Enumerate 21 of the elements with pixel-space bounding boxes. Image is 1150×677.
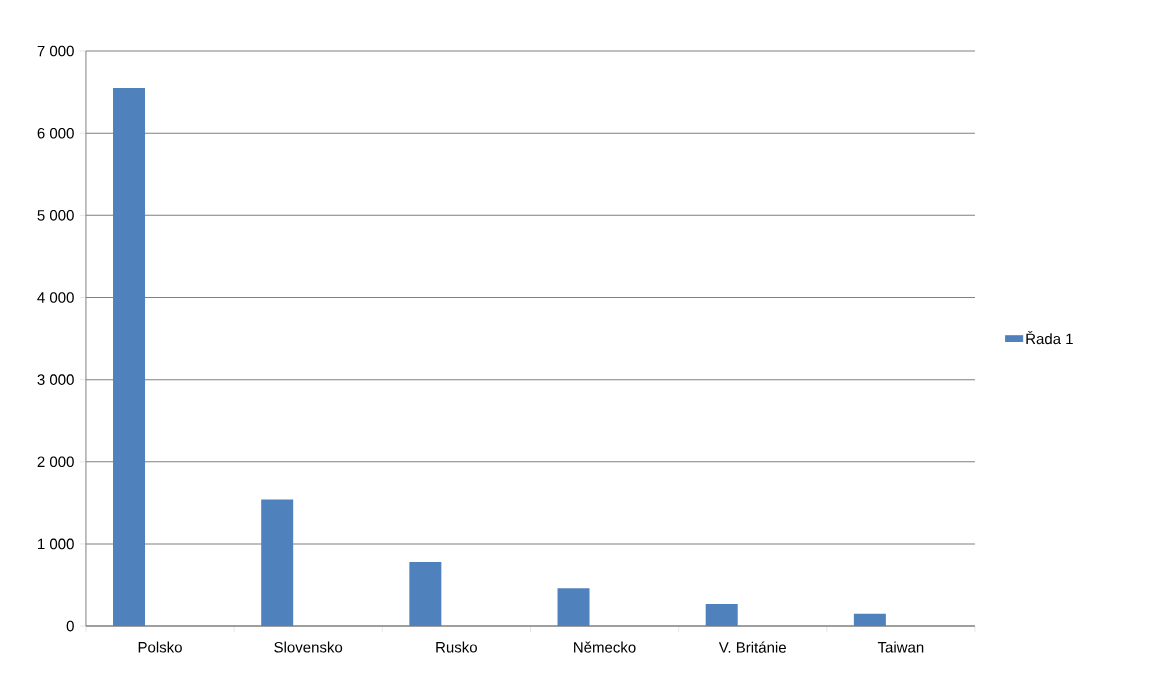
x-tick-label: Slovensko (274, 641, 343, 653)
bar (113, 88, 146, 627)
y-tick-label: 1 000 (38, 538, 74, 550)
y-tick-label: 2 000 (37, 456, 74, 468)
bar (409, 562, 442, 627)
y-tick-label: 7 000 (37, 45, 74, 57)
x-tick-label: Polsko (138, 641, 182, 653)
y-tick-label: 4 000 (37, 292, 74, 303)
x-tick-label: Německo (574, 641, 636, 653)
legend-label: Řada 1 (1026, 330, 1073, 345)
bar (261, 499, 294, 627)
bar (853, 613, 886, 627)
y-tick-label: 5 000 (37, 210, 74, 221)
bar (557, 588, 590, 627)
y-tick-label: 0 (66, 620, 74, 632)
y-tick-label: 6 000 (37, 127, 74, 139)
x-tick-label: V. Británie (718, 641, 786, 653)
bar (705, 603, 738, 627)
x-tick-label: Rusko (436, 641, 477, 653)
y-tick-label: 3 000 (37, 374, 74, 385)
x-tick-label: Taiwan (877, 641, 924, 653)
